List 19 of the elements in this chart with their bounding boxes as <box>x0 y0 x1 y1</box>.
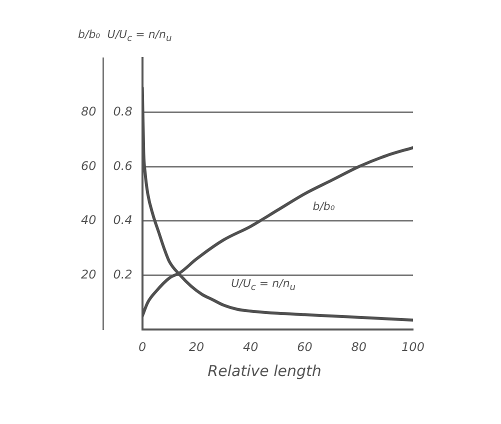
y2-tick-label: 0.6 <box>113 158 133 173</box>
x-tick-label: 0 <box>138 340 147 354</box>
x-tick-label: 20 <box>188 340 204 354</box>
x-tick-label: 100 <box>402 340 425 354</box>
x-tick-label: 60 <box>297 340 313 354</box>
series-label: U/U$_{c}$ = n/n$_{u}$ <box>231 277 296 294</box>
y-tick-label: 80 <box>80 104 97 118</box>
y-axis-title: b/b₀ <box>78 28 100 41</box>
y2-tick-label: 0.8 <box>113 104 133 118</box>
y-tick-label: 20 <box>80 267 97 282</box>
y-tick-label: 40 <box>80 213 97 228</box>
series-label: b/b₀ <box>312 200 335 213</box>
x-tick-label: 40 <box>242 340 259 354</box>
y2-tick-label: 0.2 <box>113 267 132 282</box>
y-tick-label: 60 <box>80 158 97 173</box>
x-axis-title: Relative length <box>208 362 322 380</box>
y2-tick-label: 0.4 <box>113 213 132 228</box>
y2-axis-title: U/U$_{c}$ = n/n$_{u}$ <box>107 28 172 44</box>
x-tick-label: 80 <box>351 340 367 354</box>
